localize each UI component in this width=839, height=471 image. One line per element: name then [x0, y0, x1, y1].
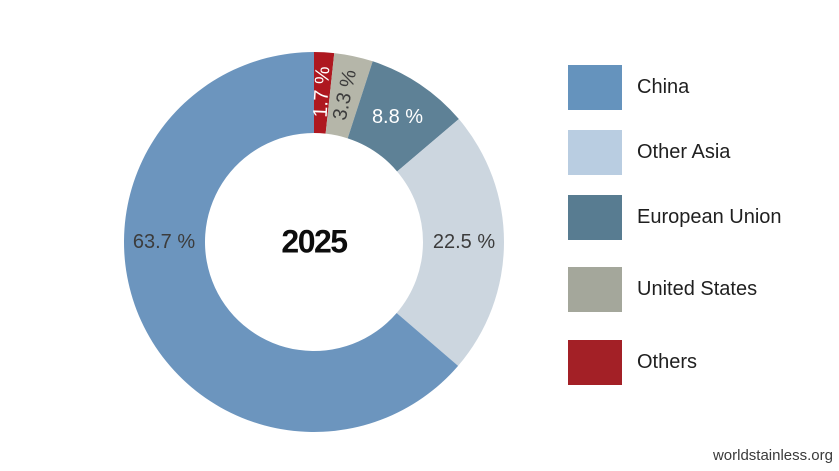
legend-item-other-asia: Other Asia [568, 130, 730, 175]
legend-label-others: Others [637, 351, 698, 373]
legend-swatch-china [568, 65, 622, 110]
slice-value-label-china: 63.7 % [132, 231, 196, 253]
donut-slice-european-union [347, 61, 459, 172]
legend-item-others: Others [568, 340, 697, 385]
legend-item-united-states: United States [568, 267, 757, 312]
slice-value-label-european-union: 8.8 % [371, 106, 424, 129]
legend-label-european-union: European Union [637, 206, 782, 228]
legend-swatch-others [568, 340, 622, 385]
legend-label-other-asia: Other Asia [637, 141, 731, 163]
footer-watermark: worldstainless.org [712, 447, 833, 464]
legend-label-china: China [637, 76, 690, 98]
legend-item-european-union: European Union [568, 195, 782, 240]
donut-slice-united-states [325, 53, 373, 139]
legend-label-united-states: United States [637, 278, 758, 300]
donut-slice-other-asia [396, 119, 504, 366]
legend-swatch-european-union [568, 195, 622, 240]
donut-slice-china [124, 52, 459, 432]
legend-item-china: China [568, 65, 689, 110]
donut-center-year: 2025 [281, 223, 348, 260]
slice-value-label-other-asia: 22.5 % [432, 231, 496, 254]
donut-slice-others [314, 51, 335, 134]
legend-swatch-other-asia [568, 130, 622, 175]
legend-swatch-united-states [568, 267, 622, 312]
